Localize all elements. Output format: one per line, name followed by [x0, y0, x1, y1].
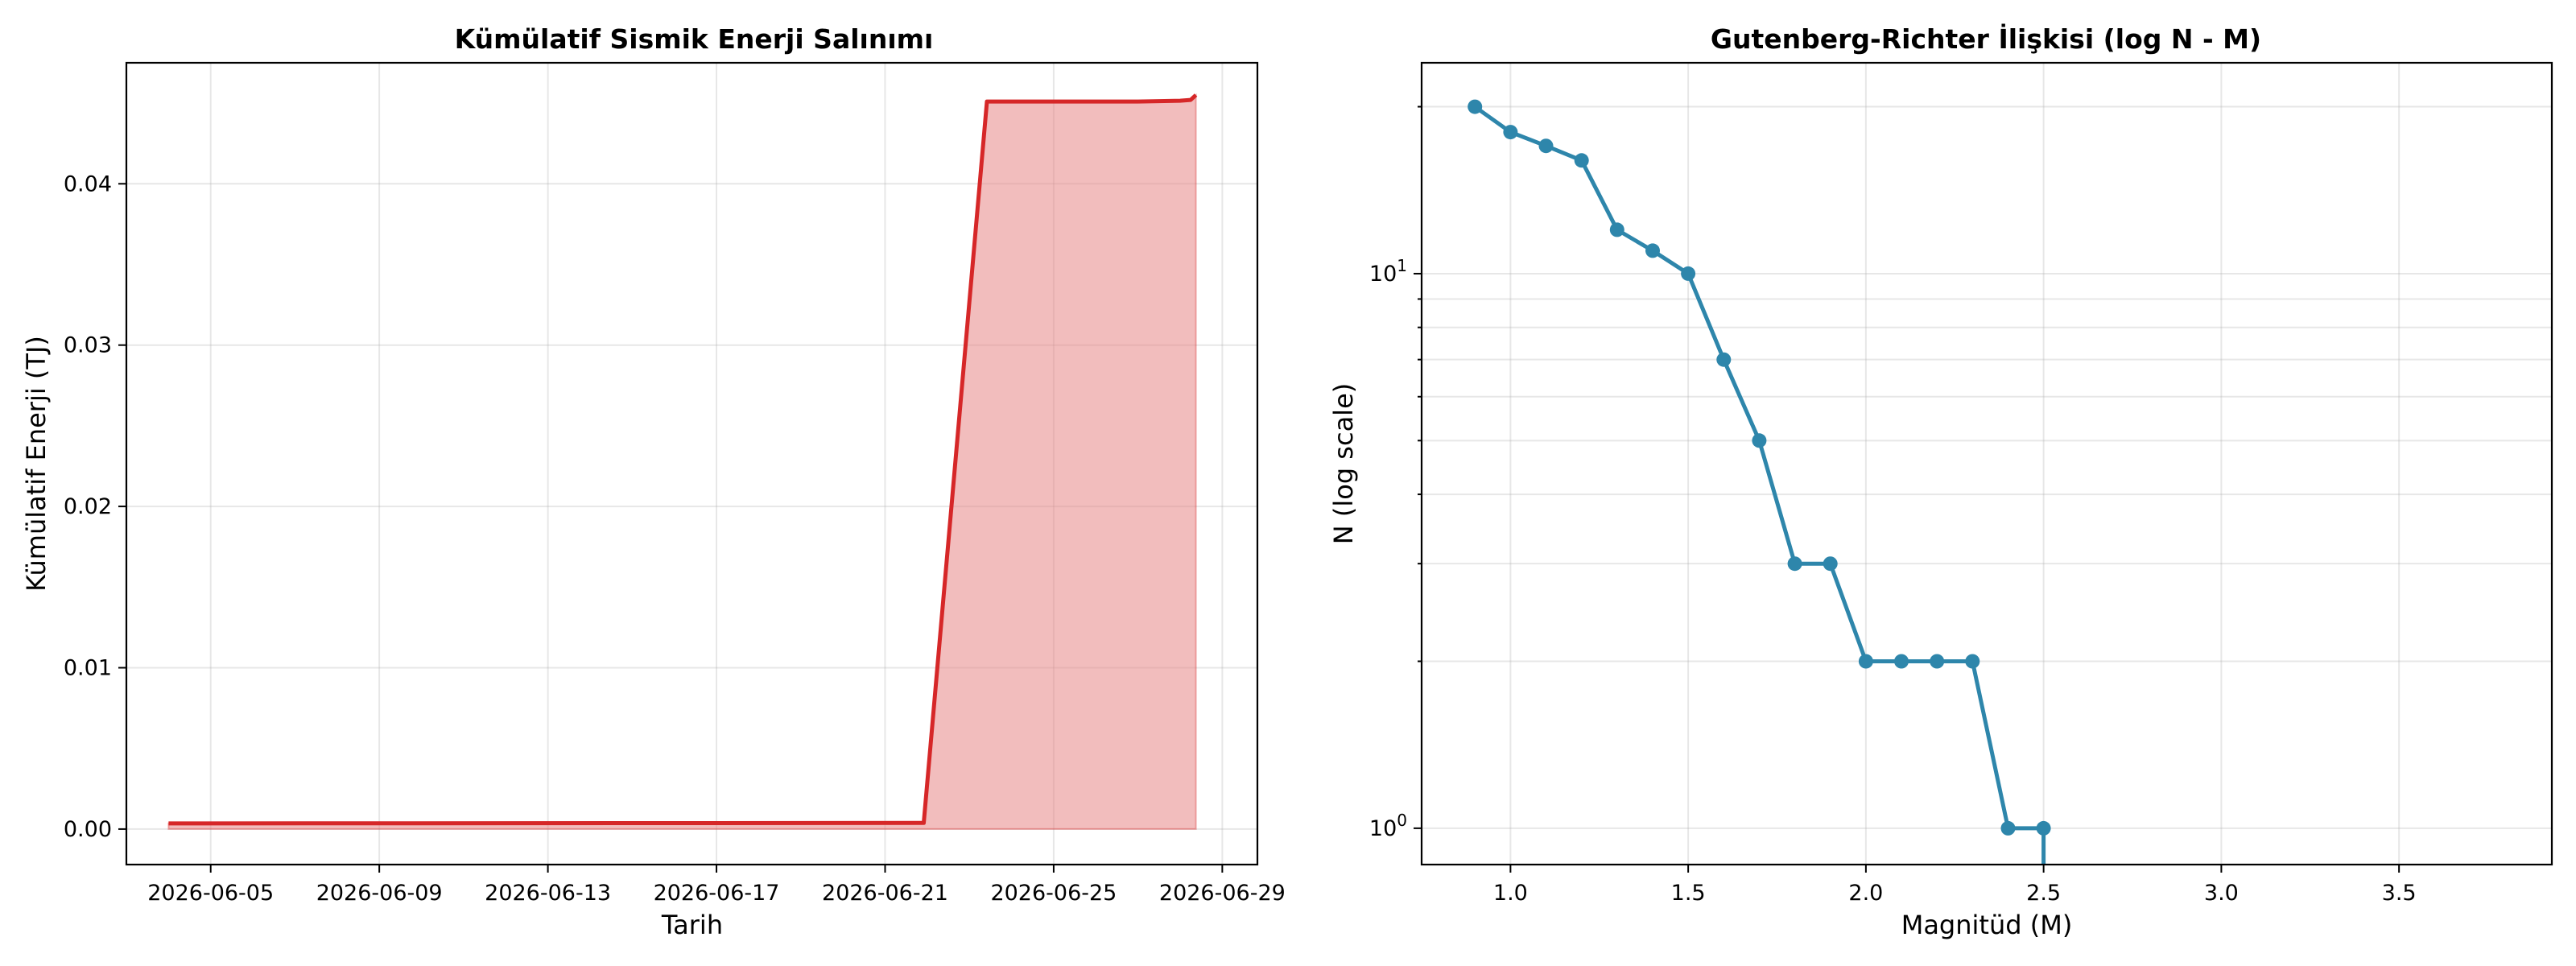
energy-x-tick-label: 2026-06-29 — [1159, 881, 1286, 906]
gr-data-point — [2036, 820, 2051, 836]
gr-data-point — [1965, 654, 1980, 669]
gr-x-tick-label: 3.5 — [2382, 881, 2417, 906]
gr-data-point — [1752, 433, 1767, 448]
gr-chart-grid — [1422, 63, 2552, 865]
gr-x-tick-label: 1.0 — [1493, 881, 1528, 906]
energy-y-tick-label: 0.02 — [64, 494, 112, 519]
gr-data-point — [1574, 153, 1589, 168]
energy-x-tick-label: 2026-06-17 — [654, 881, 780, 906]
gr-chart-title: Gutenberg-Richter İlişkisi (log N - M) — [1711, 23, 2261, 55]
gr-data-point — [1609, 222, 1624, 237]
energy-x-axis-label: Tarih — [661, 910, 723, 940]
gr-data-point — [1894, 654, 1909, 669]
energy-series-line — [168, 93, 1198, 826]
gr-series-line — [1473, 105, 2046, 865]
gr-data-point — [1681, 266, 1696, 281]
energy-x-tick-label: 2026-06-21 — [822, 881, 948, 906]
gr-series-points — [1468, 99, 2051, 836]
energy-y-tick-label: 0.00 — [64, 817, 112, 842]
gr-x-tick-label: 2.0 — [1848, 881, 1883, 906]
energy-chart: Kümülatif Sismik Enerji Salınımı 2026-06… — [21, 23, 1286, 940]
energy-y-tick-label: 0.03 — [64, 333, 112, 358]
energy-x-tick-label: 2026-06-25 — [990, 881, 1117, 906]
gr-data-point — [1930, 654, 1945, 669]
gr-y-tick-label: 100 — [1369, 811, 1407, 841]
gr-data-point — [1503, 125, 1518, 140]
gr-y-tick-label: 101 — [1369, 256, 1407, 287]
gr-data-point — [2000, 820, 2016, 836]
gr-data-point — [1716, 352, 1732, 367]
gr-data-point — [1468, 99, 1483, 114]
gr-data-point — [1823, 556, 1838, 572]
gr-chart-frame — [1420, 61, 2553, 866]
gr-y-axis-label: N (log scale) — [1328, 383, 1359, 544]
gr-data-point — [1645, 243, 1660, 258]
energy-x-tick-label: 2026-06-13 — [485, 881, 611, 906]
gr-x-axis-label: Magnitüd (M) — [1901, 910, 2073, 940]
energy-chart-ticks: 2026-06-05 2026-06-09 2026-06-13 2026-06-17… — [64, 171, 1286, 906]
energy-chart-title: Kümülatif Sismik Enerji Salınımı — [455, 23, 934, 55]
energy-y-tick-label: 0.01 — [64, 656, 112, 681]
energy-y-axis-label: Kümülatif Enerji (TJ) — [21, 336, 52, 592]
energy-chart-frame — [125, 61, 1259, 866]
energy-y-tick-label: 0.04 — [64, 171, 112, 196]
gutenberg-richter-chart: Gutenberg-Richter İlişkisi (log N - M) 1… — [1328, 23, 2553, 940]
gr-data-point — [1787, 556, 1802, 572]
gr-data-point — [1858, 654, 1873, 669]
energy-area-fill — [167, 93, 1197, 830]
energy-x-tick-label: 2026-06-09 — [316, 881, 443, 906]
gr-x-tick-label: 3.0 — [2204, 881, 2239, 906]
gr-x-tick-label: 2.5 — [2026, 881, 2061, 906]
gr-chart-ticks: 1.0 1.5 2.0 2.5 3.0 3.5 100 101 — [1369, 105, 2417, 906]
energy-x-tick-label: 2026-06-05 — [147, 881, 274, 906]
gr-data-point — [1538, 138, 1554, 154]
gr-x-tick-label: 1.5 — [1671, 881, 1706, 906]
